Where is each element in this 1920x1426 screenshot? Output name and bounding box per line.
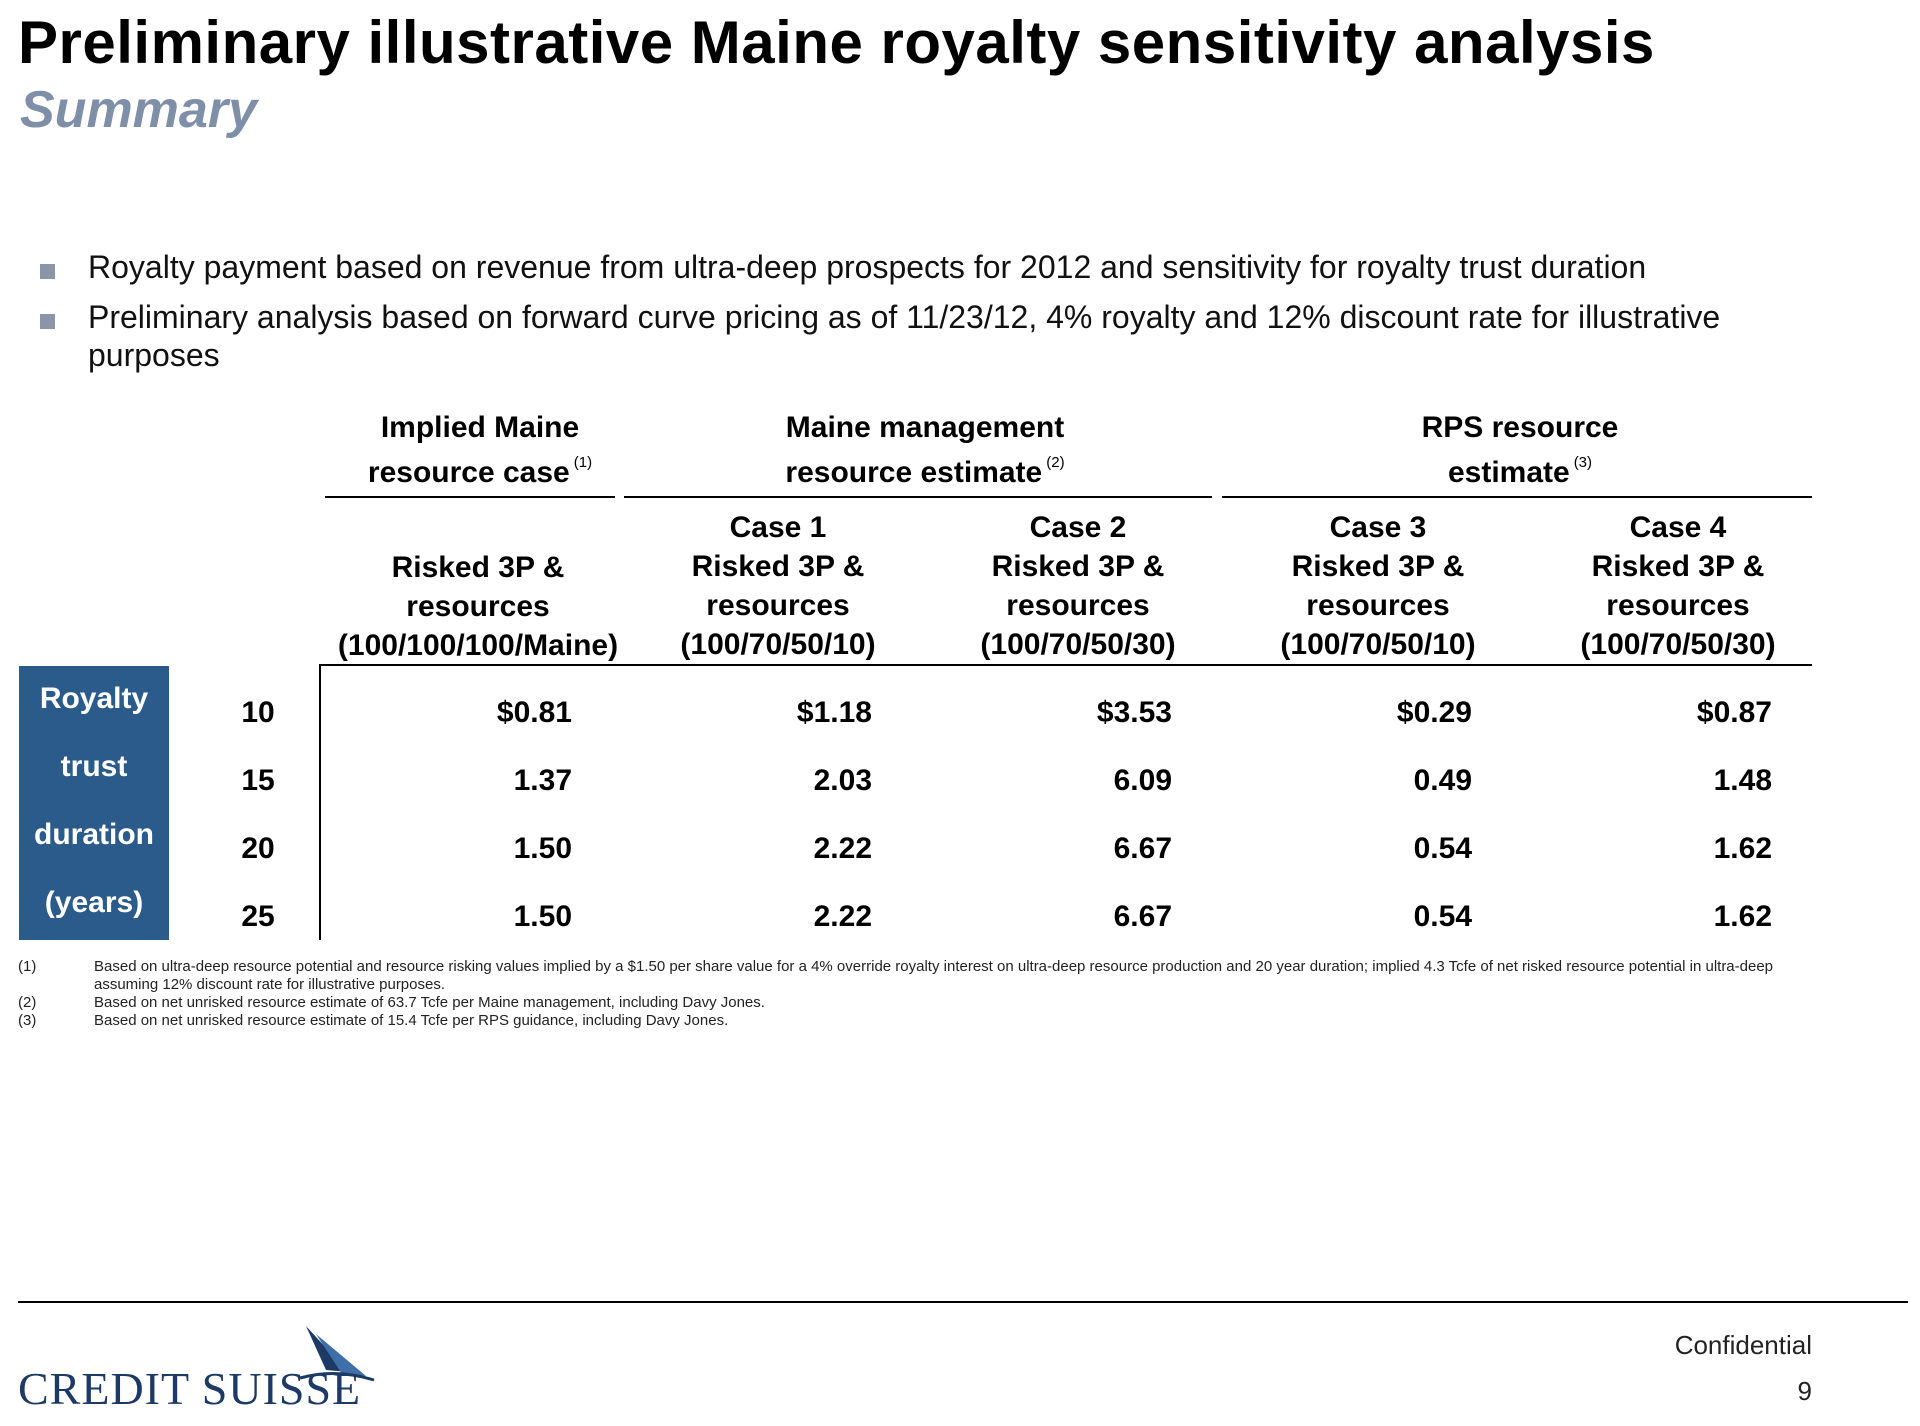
column-header: Case 4 Risked 3P & resources (100/70/50/…: [1580, 511, 1776, 661]
table-cell: $0.87: [1696, 696, 1772, 729]
row-label-line: (years): [44, 886, 144, 919]
row-label-line: Royalty: [39, 682, 149, 715]
duration-years: 10: [241, 696, 275, 729]
table-cell: 2.03: [813, 764, 872, 797]
table-left-rule: [319, 666, 321, 940]
row-label-box: Royalty trust duration (years): [19, 666, 169, 940]
table-cell: 1.37: [513, 764, 572, 797]
table-cell: $0.81: [496, 696, 572, 729]
table-cell: 1.48: [1713, 764, 1772, 797]
table-cell: 2.22: [813, 900, 872, 933]
table-cell: $3.53: [1096, 696, 1172, 729]
group-header-line1: Implied Maine: [380, 411, 580, 444]
row-label-line: trust: [60, 750, 128, 783]
footnote-item: (1) Based on ultra-deep resource potenti…: [18, 958, 1818, 994]
footnote-number: (1): [18, 958, 37, 975]
page-number: 9: [1797, 1376, 1812, 1406]
bullet-text: Royalty payment based on revenue from ul…: [88, 249, 1647, 285]
footnote-text: Based on net unrisked resource estimate …: [94, 994, 765, 1011]
table-cell: 2.22: [813, 832, 872, 865]
row-label-line: duration: [34, 818, 154, 851]
bullet-item: Preliminary analysis based on forward cu…: [36, 298, 1816, 374]
bullet-square-icon: [40, 264, 55, 279]
group-header-line2: resource estimate (2): [785, 454, 1065, 489]
footnote-ref: (1): [573, 454, 593, 471]
group-header-rps: RPS resource estimate (3): [1380, 405, 1660, 495]
footer-rule: [18, 1301, 1908, 1303]
group-header-line2: estimate (3): [1447, 454, 1593, 489]
table-cell: 6.09: [1113, 764, 1172, 797]
column-header: Case 1 Risked 3P & resources (100/70/50/…: [680, 511, 876, 661]
duration-years: 25: [241, 900, 275, 933]
group-header-line1: RPS resource: [1421, 411, 1619, 444]
group-rule: [325, 496, 615, 498]
footnotes: (1) Based on ultra-deep resource potenti…: [18, 958, 1818, 1030]
group-header-line1: Maine management: [785, 411, 1065, 444]
table-cell: 6.67: [1113, 900, 1172, 933]
table-cell: $1.18: [796, 696, 872, 729]
footnote-ref: (2): [1046, 454, 1065, 471]
table-cell: 1.62: [1713, 900, 1772, 933]
table-cell: 1.50: [513, 900, 572, 933]
footnote-ref: (3): [1573, 454, 1593, 471]
group-header-implied: Implied Maine resource case (1): [325, 405, 635, 495]
duration-years: 20: [241, 832, 275, 865]
group-rule: [624, 496, 1212, 498]
confidential-label: Confidential: [1674, 1330, 1812, 1360]
sails-logo-icon: [299, 1326, 375, 1382]
footnote-number: (3): [18, 1012, 37, 1029]
bullet-list: Royalty payment based on revenue from ul…: [36, 248, 1816, 386]
page-subtitle: Summary: [20, 81, 257, 139]
footnote-item: (3) Based on net unrisked resource estim…: [18, 1012, 1818, 1030]
table-cell: 1.50: [513, 832, 572, 865]
bullet-text: Preliminary analysis based on forward cu…: [88, 299, 1721, 373]
group-header-maine-mgmt: Maine management resource estimate (2): [735, 405, 1115, 495]
table-cell: 6.67: [1113, 832, 1172, 865]
footnote-text: Based on net unrisked resource estimate …: [94, 1012, 729, 1029]
table-cell: 1.62: [1713, 832, 1772, 865]
bullet-item: Royalty payment based on revenue from ul…: [36, 248, 1816, 286]
table-cell: $0.29: [1396, 696, 1472, 729]
page-title: Preliminary illustrative Maine royalty s…: [18, 9, 1655, 76]
bullet-square-icon: [40, 314, 55, 329]
footnote-item: (2) Based on net unrisked resource estim…: [18, 994, 1818, 1012]
group-rule: [1222, 496, 1812, 498]
duration-years: 15: [241, 764, 275, 797]
group-header-line2: resource case (1): [367, 454, 593, 489]
table-header-rule: [319, 664, 1812, 666]
credit-suisse-logo: CREDIT SUISSE: [18, 1363, 362, 1414]
column-header: Case 2 Risked 3P & resources (100/70/50/…: [980, 511, 1176, 661]
footnote-number: (2): [18, 994, 37, 1011]
table-cell: 0.54: [1413, 900, 1472, 933]
table-cell: 0.54: [1413, 832, 1472, 865]
column-header: Risked 3P & resources (100/100/100/Maine…: [337, 551, 619, 662]
footnote-text: Based on ultra-deep resource potential a…: [94, 958, 1774, 993]
table-cell: 0.49: [1413, 764, 1472, 797]
column-header: Case 3 Risked 3P & resources (100/70/50/…: [1280, 511, 1476, 661]
